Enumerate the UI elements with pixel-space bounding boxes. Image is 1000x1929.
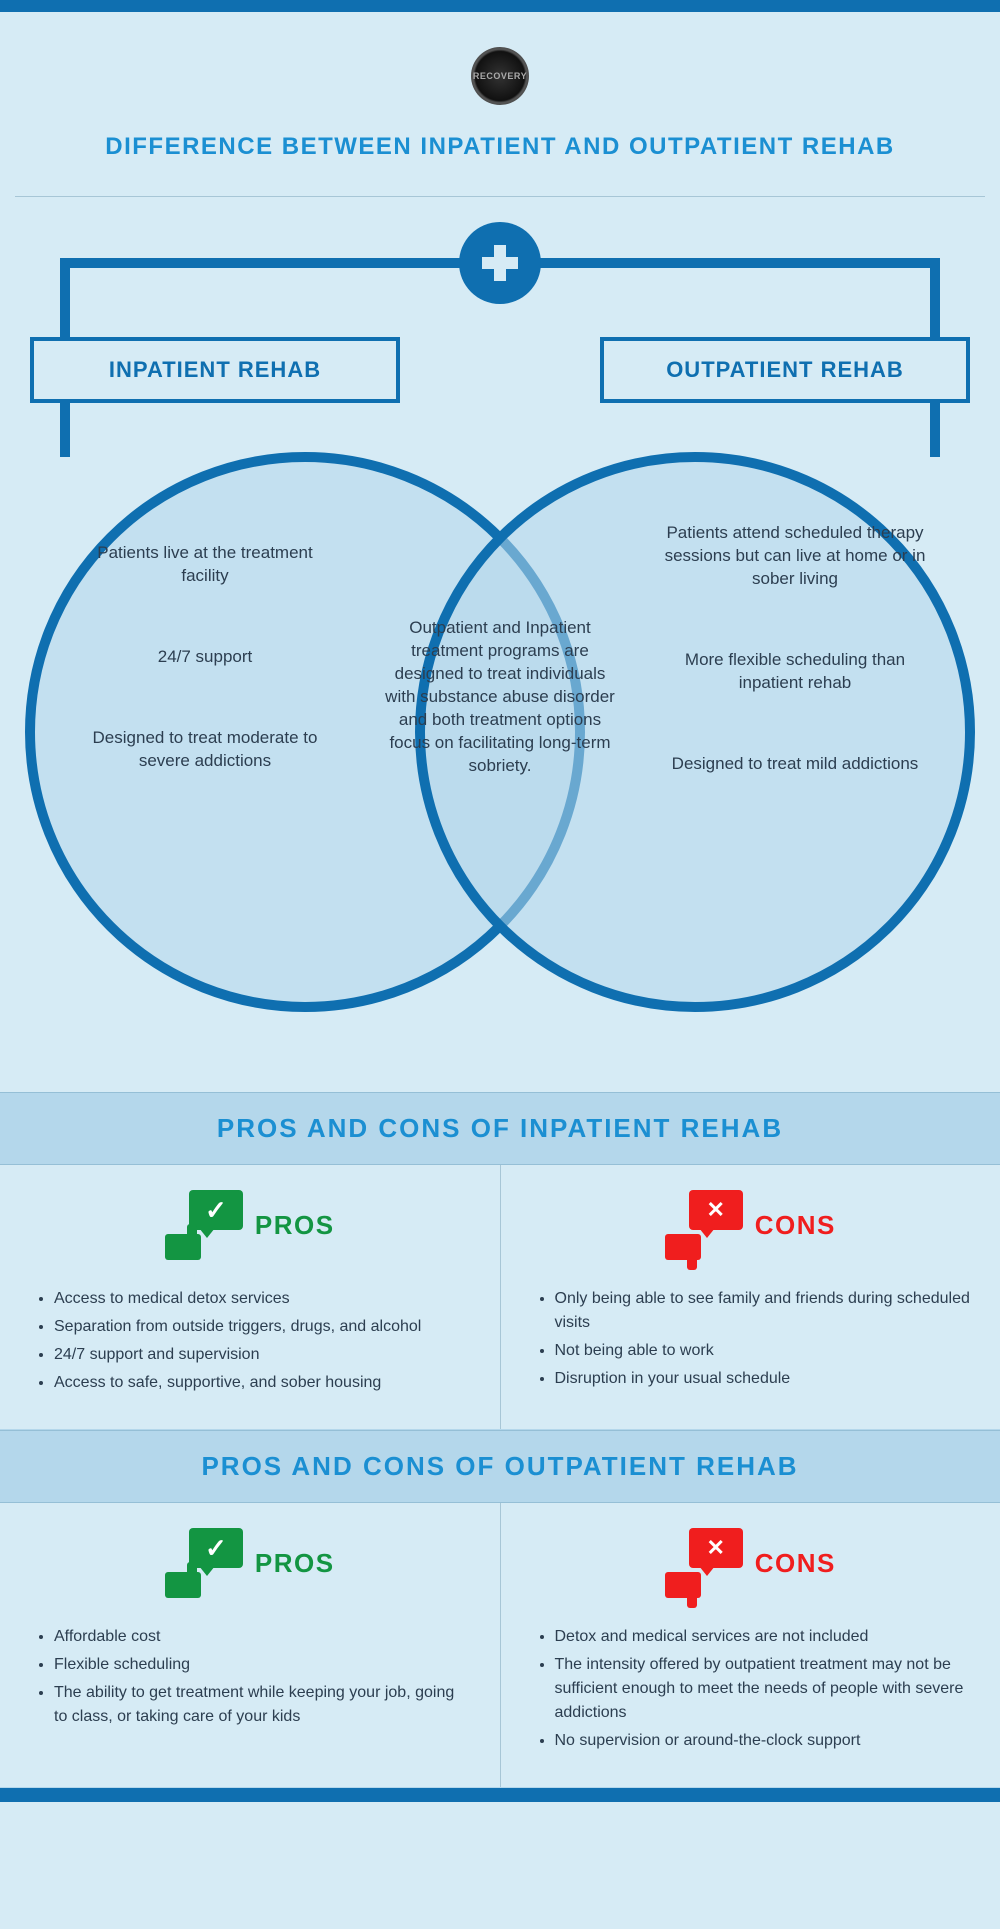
title-divider (15, 196, 985, 197)
outpatient-label-box: OUTPATIENT REHAB (600, 337, 970, 403)
list-item: Access to medical detox services (54, 1287, 470, 1311)
list-item: Not being able to work (555, 1339, 971, 1363)
pros-list: Access to medical detox services Separat… (30, 1287, 470, 1395)
venn-right-item: Patients attend scheduled therapy sessio… (660, 522, 930, 591)
logo-text: RECOVERY (473, 71, 527, 81)
cons-icon: ✕ (665, 1528, 743, 1598)
pros-cons-inpatient: ✓ PROS Access to medical detox services … (0, 1165, 1000, 1430)
check-bubble-icon: ✓ (189, 1528, 243, 1568)
pros-label: PROS (255, 1548, 335, 1579)
list-item: Only being able to see family and friend… (555, 1287, 971, 1335)
list-item: The ability to get treatment while keepi… (54, 1681, 470, 1729)
pros-icon: ✓ (165, 1528, 243, 1598)
list-item: 24/7 support and supervision (54, 1343, 470, 1367)
venn-center-content: Outpatient and Inpatient treatment progr… (380, 617, 620, 778)
cons-list: Only being able to see family and friend… (531, 1287, 971, 1391)
inpatient-label-box: INPATIENT REHAB (30, 337, 400, 403)
pros-column: ✓ PROS Access to medical detox services … (0, 1165, 501, 1429)
list-item: Flexible scheduling (54, 1653, 470, 1677)
plus-icon (459, 222, 541, 304)
pros-header: ✓ PROS (30, 1185, 470, 1265)
x-bubble-icon: ✕ (689, 1190, 743, 1230)
top-accent-bar (0, 0, 1000, 12)
thumbs-up-icon (165, 1234, 201, 1260)
venn-right-item: Designed to treat mild addictions (660, 753, 930, 776)
page-title: DIFFERENCE BETWEEN INPATIENT AND OUTPATI… (0, 133, 1000, 161)
cons-label: CONS (755, 1210, 836, 1241)
cons-header: ✕ CONS (531, 1523, 971, 1603)
pros-icon: ✓ (165, 1190, 243, 1260)
pros-label: PROS (255, 1210, 335, 1241)
thumbs-up-icon (165, 1572, 201, 1598)
cons-list: Detox and medical services are not inclu… (531, 1625, 971, 1753)
pros-list: Affordable cost Flexible scheduling The … (30, 1625, 470, 1729)
section-title-bar: PROS AND CONS OF INPATIENT REHAB (0, 1092, 1000, 1165)
cons-label: CONS (755, 1548, 836, 1579)
venn-left-item: Designed to treat moderate to severe add… (75, 727, 335, 773)
venn-left-content: Patients live at the treatment facility … (75, 542, 335, 773)
list-item: The intensity offered by outpatient trea… (555, 1653, 971, 1725)
section-title: PROS AND CONS OF OUTPATIENT REHAB (0, 1451, 1000, 1482)
cons-column: ✕ CONS Detox and medical services are no… (501, 1503, 1000, 1787)
pros-column: ✓ PROS Affordable cost Flexible scheduli… (0, 1503, 501, 1787)
thumbs-down-icon (665, 1234, 701, 1260)
thumbs-down-icon (665, 1572, 701, 1598)
list-item: Affordable cost (54, 1625, 470, 1649)
connector-vertical-right (930, 258, 940, 348)
header: RECOVERY DIFFERENCE BETWEEN INPATIENT AN… (0, 12, 1000, 186)
x-bubble-icon: ✕ (689, 1528, 743, 1568)
bottom-accent-bar (0, 1788, 1000, 1802)
venn-left-item: Patients live at the treatment facility (75, 542, 335, 588)
check-bubble-icon: ✓ (189, 1190, 243, 1230)
venn-diagram: Patients live at the treatment facility … (0, 442, 1000, 1092)
pros-header: ✓ PROS (30, 1523, 470, 1603)
venn-right-content: Patients attend scheduled therapy sessio… (660, 522, 930, 776)
connector-diagram: INPATIENT REHAB OUTPATIENT REHAB (0, 222, 1000, 402)
connector-vertical-left (60, 258, 70, 348)
list-item: No supervision or around-the-clock suppo… (555, 1729, 971, 1753)
section-title-bar: PROS AND CONS OF OUTPATIENT REHAB (0, 1430, 1000, 1503)
list-item: Detox and medical services are not inclu… (555, 1625, 971, 1649)
venn-right-item: More flexible scheduling than inpatient … (660, 649, 930, 695)
section-title: PROS AND CONS OF INPATIENT REHAB (0, 1113, 1000, 1144)
list-item: Disruption in your usual schedule (555, 1367, 971, 1391)
pros-cons-outpatient: ✓ PROS Affordable cost Flexible scheduli… (0, 1503, 1000, 1788)
cons-icon: ✕ (665, 1190, 743, 1260)
list-item: Access to safe, supportive, and sober ho… (54, 1371, 470, 1395)
cons-column: ✕ CONS Only being able to see family and… (501, 1165, 1000, 1429)
list-item: Separation from outside triggers, drugs,… (54, 1315, 470, 1339)
venn-left-item: 24/7 support (75, 646, 335, 669)
brand-logo: RECOVERY (471, 47, 529, 105)
cons-header: ✕ CONS (531, 1185, 971, 1265)
